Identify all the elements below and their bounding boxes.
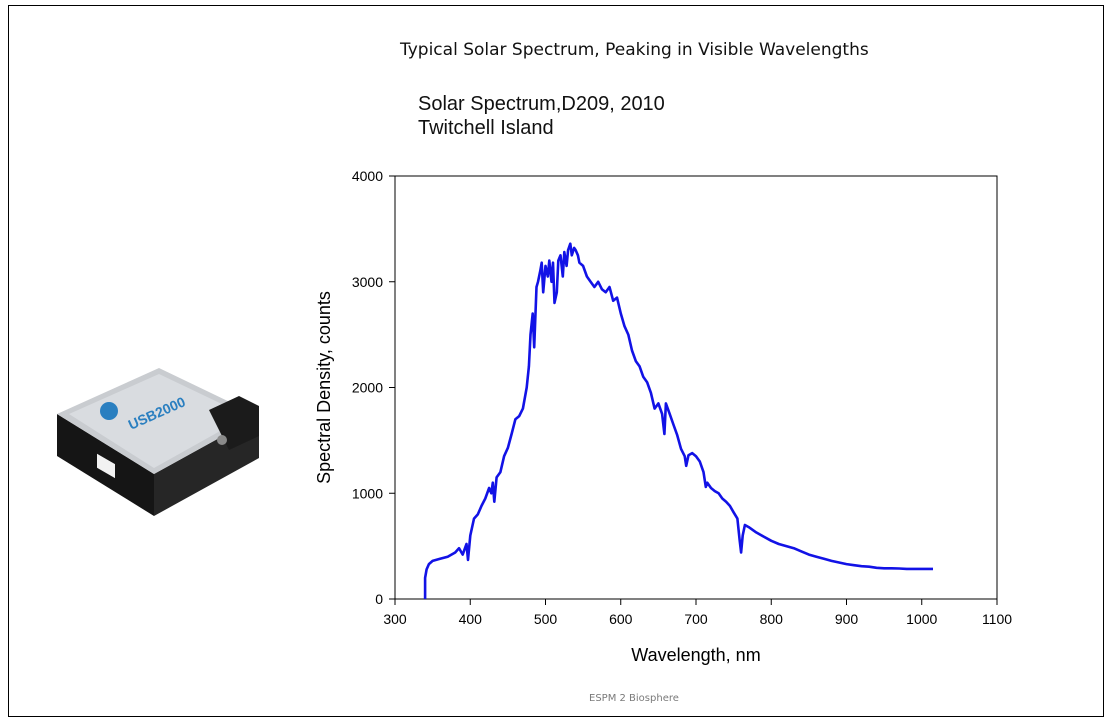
plot-frame	[394, 175, 998, 600]
slide-heading: Typical Solar Spectrum, Peaking in Visib…	[400, 40, 869, 60]
x-tick-label: 400	[459, 611, 483, 627]
x-tick-label: 600	[609, 611, 633, 627]
y-tick-label: 4000	[352, 168, 383, 184]
x-tick-label: 500	[534, 611, 558, 627]
spectrum-chart: 300 400 500 600 700 800 900 1000 1100 0 1000 2000 30…	[314, 168, 1012, 665]
spectrometer-device-icon: USB2000	[57, 368, 259, 516]
x-tick-label: 900	[835, 611, 859, 627]
chart-title-line-1: Solar Spectrum,D209, 2010	[418, 93, 665, 115]
x-tick-label: 1000	[906, 611, 937, 627]
device-usb-port	[97, 453, 115, 479]
x-tick-label: 700	[684, 611, 708, 627]
slide-frame: Typical Solar Spectrum, Peaking in Visib…	[8, 5, 1104, 717]
slide-footer: ESPM 2 Biosphere	[589, 693, 679, 704]
y-tick-label: 2000	[352, 380, 383, 396]
spectrum-series-line	[423, 242, 933, 599]
device-connector-port	[217, 435, 227, 445]
x-tick-label: 300	[383, 611, 407, 627]
y-tick-label: 0	[375, 591, 383, 607]
x-tick-label: 800	[760, 611, 784, 627]
x-tick-label: 1100	[982, 611, 1012, 627]
device-logo-globe	[100, 402, 118, 420]
chart-title-line-2: Twitchell Island	[418, 117, 554, 139]
device-top-highlight	[69, 374, 247, 468]
y-tick-label: 3000	[352, 274, 383, 290]
chart-title: Solar Spectrum,D209, 2010 Twitchell Isla…	[418, 92, 665, 140]
device-connector-block	[209, 396, 259, 450]
y-axis-label: Spectral Density, counts	[314, 291, 334, 484]
y-tick-label: 1000	[352, 485, 383, 501]
x-axis-label: Wavelength, nm	[631, 645, 760, 665]
